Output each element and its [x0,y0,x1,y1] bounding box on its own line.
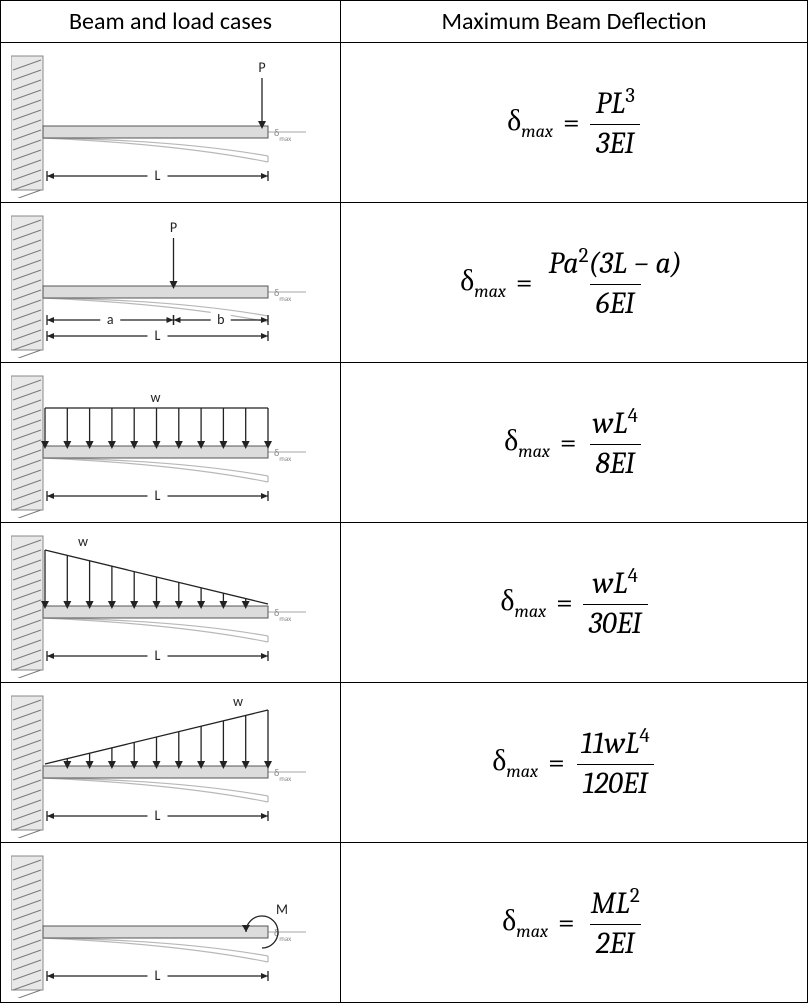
header-right: Maximum Beam Deflection [341,1,808,43]
svg-text:δmax: δmax [274,126,291,143]
svg-text:δmax: δmax [274,766,291,783]
diagram-cell: δmax Lw [1,363,341,523]
svg-text:P: P [169,219,176,236]
diagram-cell: δmax L Pa b [1,203,341,363]
diagram-cell: δmaxLM [1,843,341,1003]
svg-text:δmax: δmax [274,606,291,623]
table-row: δmax Lw δmax = 11wL4120EI [1,683,808,843]
svg-text:δmax: δmax [274,446,291,463]
svg-text:b: b [217,311,224,328]
table-row: δmaxLMδmax = ML22EI [1,843,808,1003]
svg-text:a: a [106,311,113,328]
svg-text:w: w [232,693,242,710]
table-row: δmax Lw δmax = wL430EI [1,523,808,683]
svg-text:w: w [77,533,87,550]
formula-cell: δmax = wL430EI [341,523,808,683]
diagram-cell: δmax Lw [1,683,341,843]
svg-text:δmax: δmax [274,286,291,303]
svg-text:M: M [276,901,288,918]
svg-text:L: L [154,327,160,344]
formula-cell: δmax = wL48EI [341,363,808,523]
table-row: δmax L Pδmax = PL33EI [1,43,808,203]
svg-text:L: L [154,167,160,184]
svg-text:L: L [154,487,160,504]
svg-text:w: w [150,389,160,406]
svg-text:P: P [258,59,265,76]
formula-cell: δmax = Pa2(3L − a)6EI [341,203,808,363]
formula-cell: δmax = 11wL4120EI [341,683,808,843]
svg-text:L: L [154,647,160,664]
table-row: δmax L Pa b δmax = Pa2(3L − a)6EI [1,203,808,363]
svg-text:L: L [154,807,160,824]
header-left: Beam and load cases [1,1,341,43]
diagram-cell: δmax Lw [1,523,341,683]
diagram-cell: δmax L P [1,43,341,203]
formula-cell: δmax = ML22EI [341,843,808,1003]
table-row: δmax Lw δmax = wL48EI [1,363,808,523]
svg-text:L: L [154,967,160,984]
formula-cell: δmax = PL33EI [341,43,808,203]
beam-deflection-table: Beam and load cases Maximum Beam Deflect… [0,0,808,1003]
